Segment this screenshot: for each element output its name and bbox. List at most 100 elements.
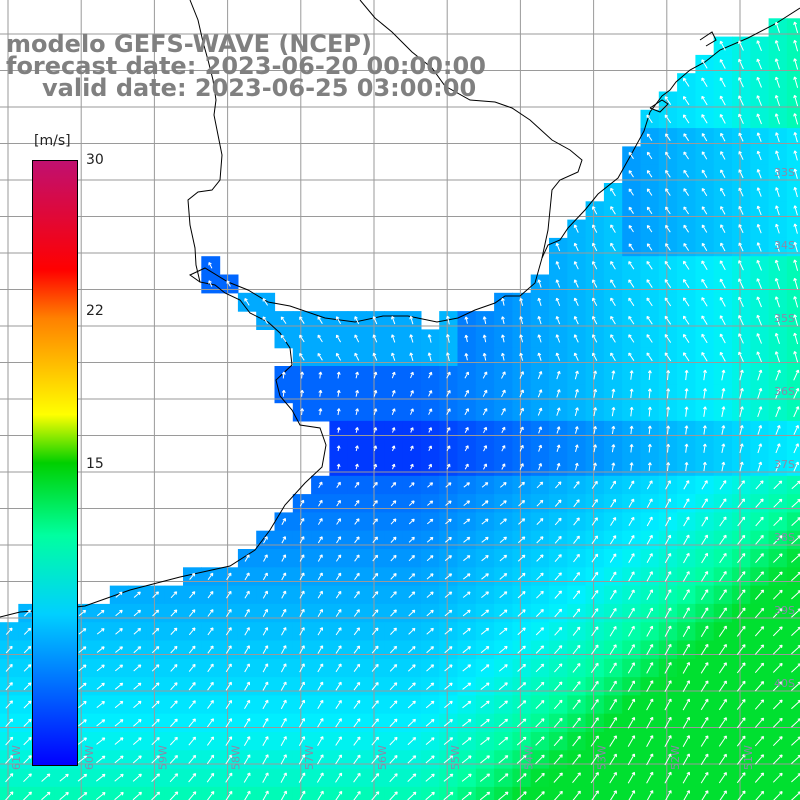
wind-arrow [96, 646, 105, 653]
wind-arrow [444, 591, 453, 598]
wind-arrow [591, 480, 598, 489]
wind-arrow [553, 754, 563, 765]
wind-arrow [206, 791, 215, 800]
wind-arrow [754, 589, 765, 600]
wind-arrow [664, 589, 672, 601]
wind-arrow [189, 609, 196, 617]
wind-arrow [683, 333, 690, 343]
wind-arrow [372, 591, 379, 599]
wind-arrow [5, 663, 13, 672]
wind-arrow [737, 498, 745, 508]
wind-cell [603, 786, 623, 800]
wind-arrow [664, 297, 672, 307]
wind-arrow [170, 609, 178, 617]
wind-arrow [78, 628, 87, 635]
wind-arrow [646, 133, 653, 141]
wind-arrow [519, 371, 524, 379]
wind-arrow [281, 608, 287, 618]
wind-arrow [391, 334, 396, 343]
wind-arrow [664, 661, 672, 674]
wind-arrow [666, 370, 671, 381]
wind-arrow [628, 297, 635, 307]
wind-arrow [666, 462, 671, 471]
wind-arrow [336, 536, 342, 544]
wind-arrow [756, 40, 762, 51]
wind-arrow [611, 370, 616, 380]
wind-arrow [738, 40, 744, 51]
wind-arrow [207, 572, 214, 580]
wind-arrow [426, 646, 434, 654]
wind-arrow [517, 627, 526, 636]
wind-arrow [335, 352, 342, 361]
wind-arrow [225, 681, 232, 691]
wind-arrow [627, 716, 636, 729]
wind-cell [457, 786, 477, 800]
wind-arrow [754, 735, 765, 747]
wind-arrow [574, 426, 579, 434]
wind-arrow [426, 518, 434, 525]
wind-arrow [425, 718, 435, 727]
wind-arrow [300, 389, 305, 397]
wind-arrow [628, 480, 635, 490]
wind-arrow [774, 76, 780, 88]
wind-arrow [647, 425, 652, 435]
wind-arrow [169, 755, 178, 764]
wind-arrow [756, 278, 762, 289]
wind-arrow [701, 187, 708, 197]
wind-arrow [353, 609, 360, 617]
wind-arrow [609, 535, 617, 545]
wind-arrow [628, 553, 635, 563]
wind-arrow [721, 387, 726, 399]
wind-arrow [554, 535, 562, 544]
wind-arrow [683, 206, 690, 215]
wind-arrow [390, 500, 397, 507]
wind-arrow [446, 427, 451, 433]
wind-arrow [646, 625, 654, 637]
wind-arrow [700, 643, 709, 656]
wind-arrow [628, 243, 634, 251]
wind-arrow [372, 572, 379, 580]
wind-arrow [664, 716, 672, 729]
wind-arrow [390, 536, 397, 543]
wind-arrow [225, 754, 233, 765]
wind-arrow [702, 425, 707, 435]
wind-arrow [665, 133, 671, 141]
wind-arrow [627, 680, 635, 692]
wind-cell [0, 786, 19, 800]
wind-cell [786, 475, 800, 495]
wind-arrow [335, 699, 342, 709]
wind-arrow [757, 387, 763, 399]
wind-arrow [462, 591, 471, 598]
wind-arrow [535, 627, 544, 636]
wind-arrow [738, 169, 744, 179]
wind-cell [786, 292, 800, 312]
wind-arrow [537, 334, 542, 343]
wind-arrow [646, 170, 653, 178]
wind-arrow [610, 517, 617, 526]
wind-arrow [464, 334, 469, 343]
wind-arrow [317, 352, 323, 361]
wind-arrow [480, 700, 490, 709]
wind-arrow [188, 754, 197, 764]
wind-arrow [646, 589, 653, 600]
wind-cell [786, 494, 800, 513]
wind-arrow [318, 389, 323, 397]
wind-arrow [335, 772, 343, 783]
wind-arrow [683, 169, 690, 178]
wind-arrow [390, 609, 397, 617]
wind-arrow [41, 791, 51, 800]
wind-arrow [610, 224, 616, 233]
wind-arrow [244, 699, 251, 710]
wind-arrow [426, 591, 434, 598]
wind-arrow [281, 572, 287, 581]
wind-arrow [225, 772, 233, 783]
wind-arrow [592, 242, 598, 252]
wind-cell [786, 567, 800, 587]
wind-arrow [390, 554, 397, 562]
wind-arrow [517, 572, 526, 580]
wind-arrow [408, 555, 415, 562]
wind-arrow [498, 718, 509, 727]
wind-arrow [628, 206, 634, 214]
wind-arrow [757, 406, 763, 418]
wind-arrow [664, 771, 672, 784]
